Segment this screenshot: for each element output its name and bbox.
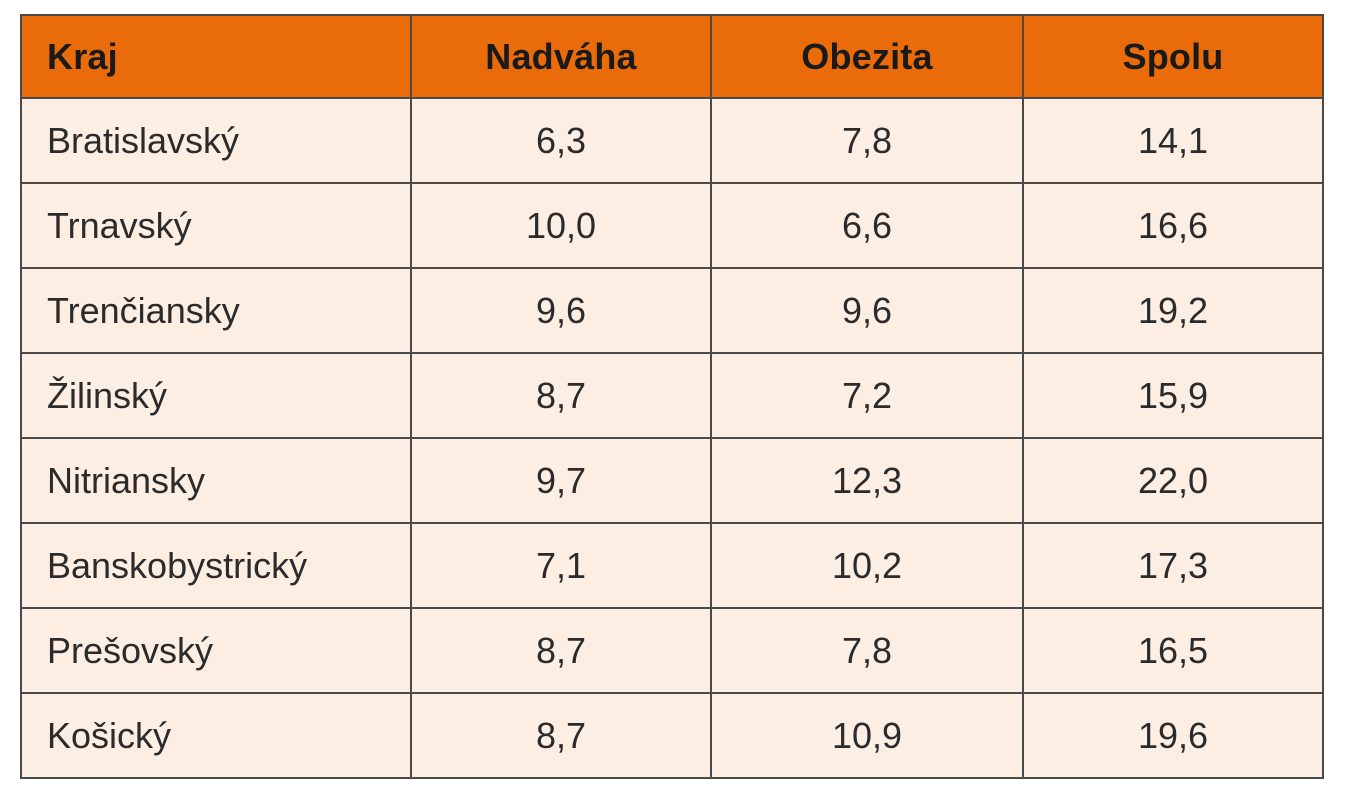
data-table: Kraj Nadváha Obezita Spolu Bratislavský … — [20, 14, 1324, 779]
cell-spolu: 19,2 — [1022, 267, 1324, 354]
cell-kraj: Trenčiansky — [20, 267, 412, 354]
header-nadvaha: Nadváha — [410, 14, 712, 99]
cell-spolu: 16,5 — [1022, 607, 1324, 694]
cell-spolu: 17,3 — [1022, 522, 1324, 609]
header-spolu: Spolu — [1022, 14, 1324, 99]
cell-kraj: Prešovský — [20, 607, 412, 694]
table-row: Bratislavský 6,3 7,8 14,1 — [20, 97, 1324, 184]
cell-spolu: 22,0 — [1022, 437, 1324, 524]
cell-kraj: Košický — [20, 692, 412, 779]
cell-kraj: Žilinský — [20, 352, 412, 439]
table-header: Kraj Nadváha Obezita Spolu — [20, 14, 1324, 99]
cell-obezita: 7,8 — [710, 97, 1024, 184]
table-row: Žilinský 8,7 7,2 15,9 — [20, 352, 1324, 439]
cell-obezita: 7,8 — [710, 607, 1024, 694]
header-obezita: Obezita — [710, 14, 1024, 99]
header-row: Kraj Nadváha Obezita Spolu — [20, 14, 1324, 99]
table-row: Nitriansky 9,7 12,3 22,0 — [20, 437, 1324, 524]
cell-spolu: 19,6 — [1022, 692, 1324, 779]
cell-nadvaha: 8,7 — [410, 607, 712, 694]
table-row: Trnavský 10,0 6,6 16,6 — [20, 182, 1324, 269]
cell-kraj: Bratislavský — [20, 97, 412, 184]
table-row: Trenčiansky 9,6 9,6 19,2 — [20, 267, 1324, 354]
cell-obezita: 6,6 — [710, 182, 1024, 269]
cell-obezita: 12,3 — [710, 437, 1024, 524]
cell-nadvaha: 10,0 — [410, 182, 712, 269]
table-row: Košický 8,7 10,9 19,6 — [20, 692, 1324, 779]
cell-obezita: 10,2 — [710, 522, 1024, 609]
table-row: Banskobystrický 7,1 10,2 17,3 — [20, 522, 1324, 609]
table-row: Prešovský 8,7 7,8 16,5 — [20, 607, 1324, 694]
cell-kraj: Nitriansky — [20, 437, 412, 524]
cell-spolu: 16,6 — [1022, 182, 1324, 269]
cell-nadvaha: 9,7 — [410, 437, 712, 524]
header-kraj: Kraj — [20, 14, 412, 99]
data-table-container: Kraj Nadváha Obezita Spolu Bratislavský … — [20, 14, 1324, 779]
cell-nadvaha: 8,7 — [410, 352, 712, 439]
cell-kraj: Banskobystrický — [20, 522, 412, 609]
cell-nadvaha: 8,7 — [410, 692, 712, 779]
cell-spolu: 15,9 — [1022, 352, 1324, 439]
cell-obezita: 7,2 — [710, 352, 1024, 439]
table-body: Bratislavský 6,3 7,8 14,1 Trnavský 10,0 … — [20, 97, 1324, 779]
cell-obezita: 9,6 — [710, 267, 1024, 354]
cell-nadvaha: 6,3 — [410, 97, 712, 184]
cell-obezita: 10,9 — [710, 692, 1024, 779]
cell-spolu: 14,1 — [1022, 97, 1324, 184]
cell-nadvaha: 9,6 — [410, 267, 712, 354]
cell-nadvaha: 7,1 — [410, 522, 712, 609]
cell-kraj: Trnavský — [20, 182, 412, 269]
